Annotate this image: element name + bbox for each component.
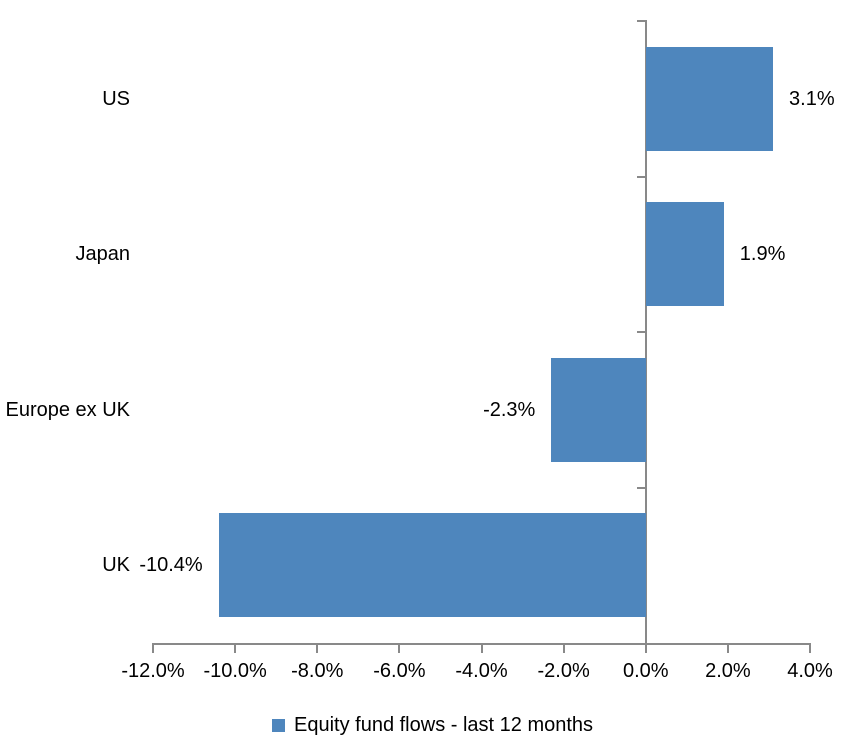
value-axis-tick	[644, 643, 647, 653]
value-axis-tick	[152, 643, 154, 653]
data-label: 3.1%	[789, 87, 835, 110]
bar-europe-ex-uk	[551, 357, 646, 462]
legend-marker-icon	[272, 718, 285, 732]
legend-label: Equity fund flows - last 12 months	[294, 713, 594, 736]
x-tick-label: -8.0%	[291, 660, 344, 682]
x-tick-label: -10.0%	[203, 660, 267, 682]
data-label: 1.9%	[739, 243, 786, 266]
value-axis-tick	[234, 643, 237, 653]
value-axis-tick	[562, 643, 565, 653]
x-tick-label: -6.0%	[373, 660, 426, 682]
x-tick-label: 4.0%	[787, 660, 833, 682]
legend: Equity fund flows - last 12 months	[272, 710, 593, 740]
value-axis-tick	[316, 643, 319, 653]
category-axis-tick	[636, 175, 645, 178]
category-label: UK	[102, 554, 130, 577]
value-axis-tick	[726, 643, 729, 653]
x-tick-label: -4.0%	[455, 660, 508, 682]
category-label: US	[102, 87, 130, 110]
category-label: Japan	[75, 243, 131, 266]
x-tick-label: 2.0%	[705, 660, 751, 682]
bar-japan	[645, 202, 724, 307]
value-axis-tick	[480, 643, 483, 653]
bar-us	[645, 46, 774, 151]
value-axis-tick	[809, 643, 811, 653]
bar-uk	[218, 513, 646, 618]
category-axis-line	[644, 20, 647, 645]
category-axis-tick	[636, 486, 645, 489]
data-label: -2.3%	[483, 398, 536, 421]
x-tick-label: -12.0%	[121, 660, 185, 682]
x-tick-label: -2.0%	[537, 660, 590, 682]
value-axis-tick	[398, 643, 401, 653]
category-axis-tick	[636, 20, 645, 22]
x-tick-label: 0.0%	[622, 660, 669, 682]
category-axis-tick	[636, 331, 645, 333]
category-label: Europe ex UK	[5, 398, 130, 421]
data-label: -10.4%	[139, 554, 203, 577]
